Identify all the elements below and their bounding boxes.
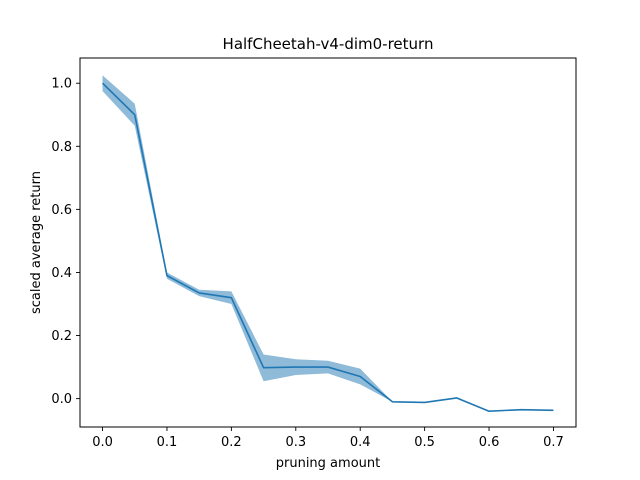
x-axis-label: pruning amount xyxy=(276,456,380,471)
y-tick-label: 0.4 xyxy=(51,266,72,281)
x-tick-label: 0.4 xyxy=(350,435,371,450)
y-tick-label: 0.8 xyxy=(51,140,72,155)
chart-title: HalfCheetah-v4-dim0-return xyxy=(223,35,434,53)
x-tick-label: 0.7 xyxy=(543,435,564,450)
x-tick-label: 0.5 xyxy=(414,435,435,450)
x-axis-ticks: 0.0 0.1 0.2 0.3 0.4 0.5 0.6 0.7 xyxy=(92,427,564,450)
x-tick-label: 0.0 xyxy=(92,435,113,450)
series-0-line xyxy=(101,82,554,413)
x-tick-label: 0.6 xyxy=(479,435,500,450)
y-tick-label: 0.6 xyxy=(51,203,72,218)
x-tick-label: 0.1 xyxy=(157,435,178,450)
y-axis-label: scaled average return xyxy=(29,171,44,314)
x-tick-label: 0.3 xyxy=(285,435,306,450)
y-tick-label: 0.2 xyxy=(51,329,72,344)
y-tick-label: 0.0 xyxy=(51,392,72,407)
series-0-confidence-band xyxy=(102,75,554,412)
confidence-band-layer xyxy=(102,75,554,412)
y-axis-ticks: 0.0 0.2 0.4 0.6 0.8 1.0 xyxy=(51,77,80,407)
series-line-layer xyxy=(101,82,554,413)
y-tick-label: 1.0 xyxy=(51,77,72,92)
x-tick-label: 0.2 xyxy=(221,435,242,450)
plot-frame xyxy=(79,57,577,428)
